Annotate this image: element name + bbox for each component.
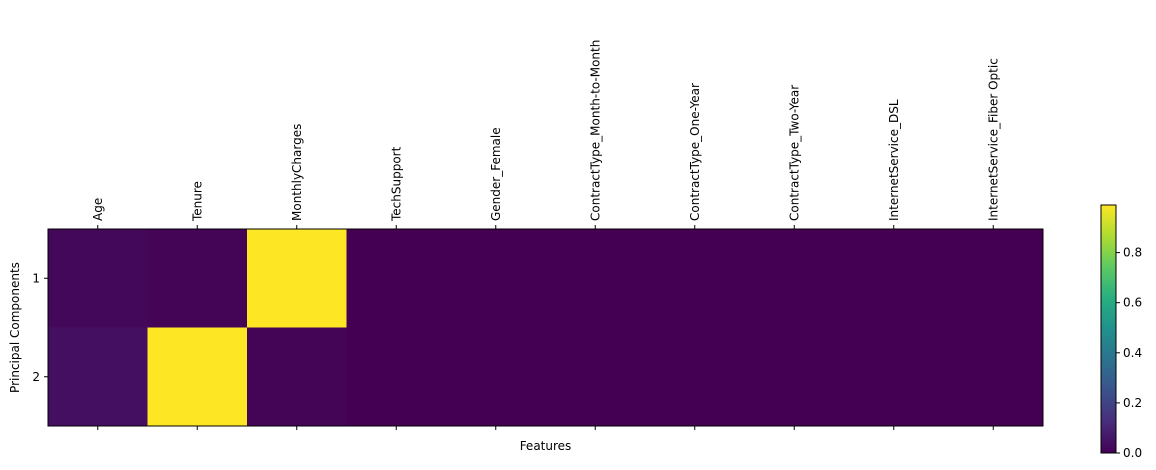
heatmap-cell [147,229,248,328]
heatmap-cell [247,327,347,427]
heatmap-cell [844,327,944,427]
x-axis-label: Features [520,439,572,453]
y-tick-label: 1 [32,271,40,285]
x-tick-label: InternetService_Fiber Optic [986,58,1000,221]
x-tick-label: Age [91,198,105,221]
heatmap-cell [446,327,546,427]
heatmap-cell [446,229,546,328]
x-tick-label: MonthlyCharges [290,124,304,221]
heatmap-cell [48,327,148,427]
x-tick-label: Tenure [190,181,204,222]
heatmap-cell [346,229,447,328]
colorbar-tick-label: 0.6 [1123,296,1142,310]
y-tick-label: 2 [32,370,40,384]
x-tick-label: ContractType_Month-to-Month [588,40,602,221]
plot-frame [47,228,1044,427]
heatmap-cell [147,327,248,427]
heatmap-cell [545,327,646,427]
heatmap-cell [943,229,1044,328]
heatmap-cells [48,229,1044,427]
colorbar-tick-label: 0.8 [1123,246,1142,260]
heatmap-cell [645,327,745,427]
y-axis-ticks: 12 [32,271,48,384]
heatmap-cell [346,327,447,427]
heatmap-cell [48,229,148,328]
heatmap-cell [545,229,646,328]
heatmap-cell [844,229,944,328]
x-tick-label: Gender_Female [489,127,503,221]
x-axis-ticks: Age Tenure MonthlyCharges TechSupport Gender… [91,40,1000,430]
colorbar-gradient [1101,205,1116,453]
colorbar-frame [1100,204,1117,454]
x-tick-label: InternetService_DSL [887,99,901,221]
x-tick-label: ContractType_Two-Year [787,85,801,221]
heatmap-cell [744,229,845,328]
heatmap-cell [943,327,1044,427]
colorbar-tick-label: 0.2 [1123,396,1142,410]
colorbar-tick-label: 0.4 [1123,346,1142,360]
x-tick-label: ContractType_One-Year [688,83,702,221]
heatmap-cell [247,229,347,328]
heatmap-cell [744,327,845,427]
x-tick-label: TechSupport [389,146,403,222]
heatmap-cell [645,229,745,328]
colorbar-tick-label: 0.0 [1123,446,1142,460]
y-axis-label: Principal Components [8,262,22,393]
colorbar: 0.0 0.2 0.4 0.6 0.8 [1100,204,1142,460]
